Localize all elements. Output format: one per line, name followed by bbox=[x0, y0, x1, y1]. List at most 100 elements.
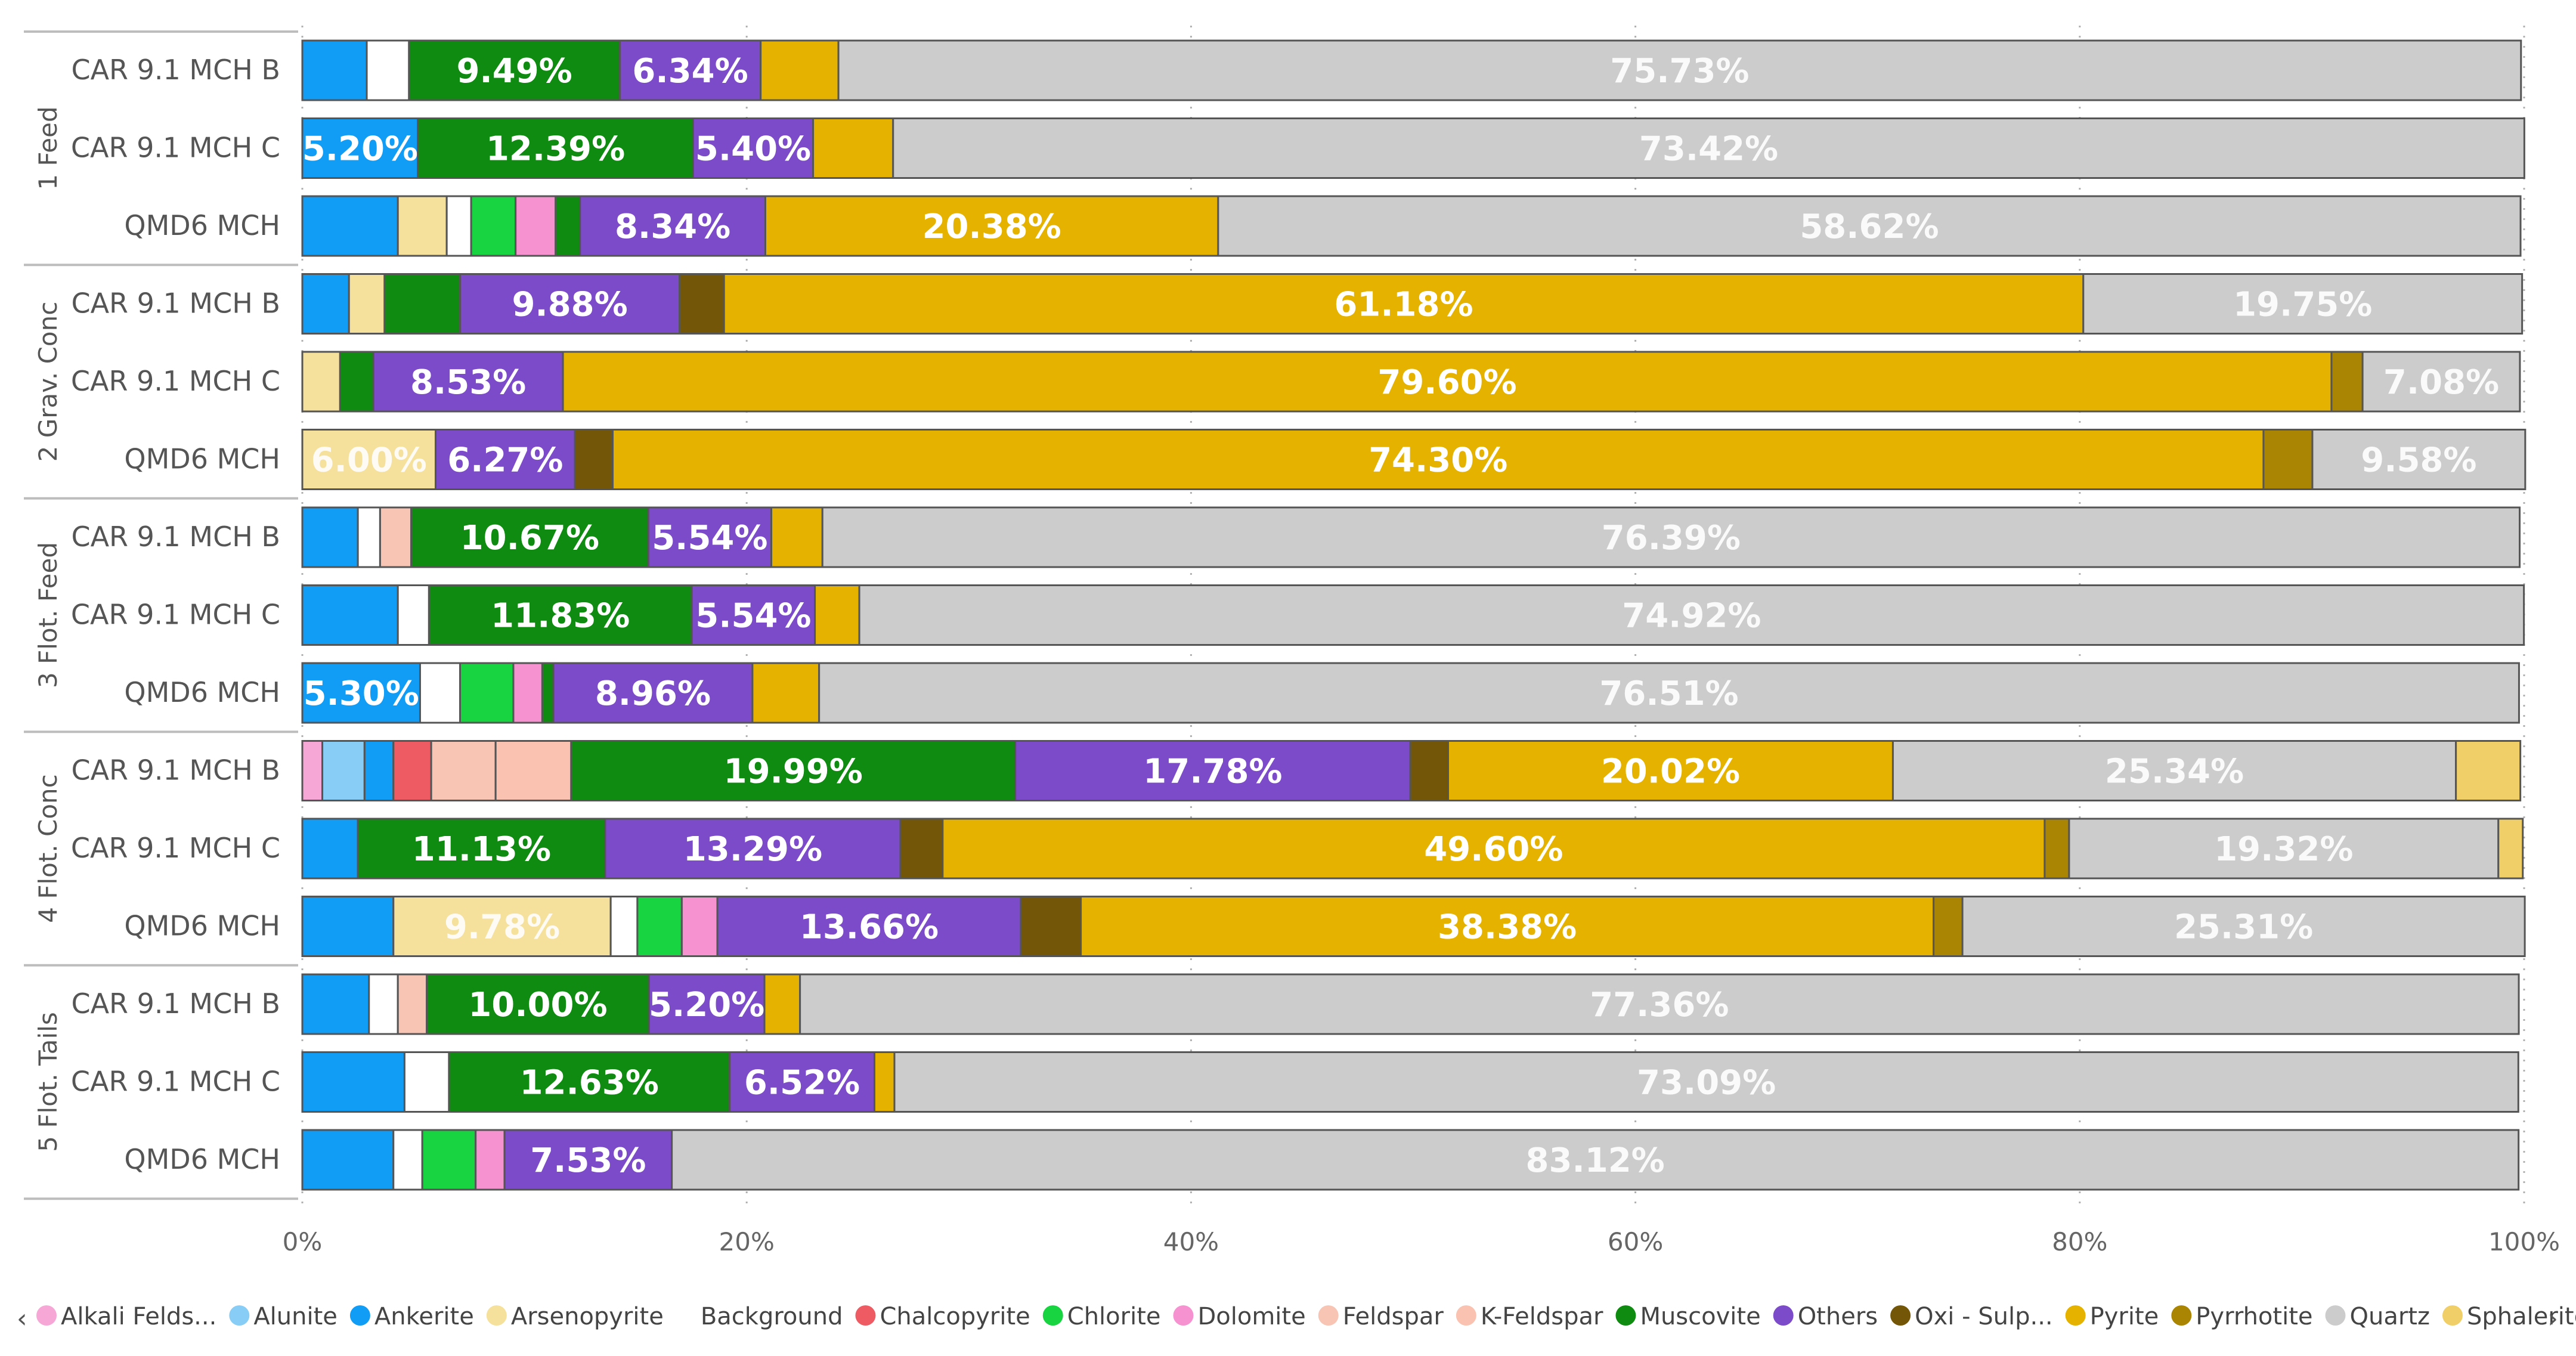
legend-label: Pyrrhotite bbox=[2196, 1303, 2312, 1330]
data-label: 12.63% bbox=[520, 1064, 659, 1103]
row-label: CAR 9.1 MCH C bbox=[71, 132, 280, 164]
bar-segment bbox=[723, 273, 2085, 335]
bar-segment bbox=[392, 896, 612, 957]
bar-segment bbox=[2311, 429, 2527, 490]
data-label: 19.99% bbox=[724, 753, 863, 791]
row-label: QMD6 MCH bbox=[124, 910, 280, 942]
bar-segment bbox=[301, 584, 399, 646]
data-label: 6.34% bbox=[632, 52, 748, 91]
bar-segment bbox=[421, 1129, 477, 1191]
bar-segment bbox=[2082, 273, 2524, 335]
data-label: 5.54% bbox=[695, 597, 811, 636]
legend-marker bbox=[349, 1305, 370, 1326]
bar-segment bbox=[837, 39, 2522, 101]
bar-segment bbox=[609, 896, 639, 957]
data-label: 9.58% bbox=[2361, 441, 2476, 480]
bar-segment bbox=[301, 896, 395, 957]
data-label: 76.39% bbox=[1602, 519, 1741, 558]
legend-marker bbox=[2325, 1305, 2346, 1326]
legend-label: Feldspar bbox=[1343, 1303, 1444, 1330]
bar-segment bbox=[892, 117, 2525, 179]
data-label: 75.73% bbox=[1610, 52, 1749, 91]
x-tick-label: 80% bbox=[2052, 1227, 2107, 1256]
data-label: 9.88% bbox=[512, 286, 627, 324]
data-label: 25.34% bbox=[2105, 753, 2244, 791]
bar-segment bbox=[348, 273, 386, 335]
legend-label: Quartz bbox=[2350, 1303, 2430, 1330]
bar-segment bbox=[397, 973, 428, 1035]
legend-scroll-right-icon: › bbox=[2547, 1304, 2558, 1334]
data-label: 74.92% bbox=[1622, 597, 1761, 636]
row-label: CAR 9.1 MCH B bbox=[71, 987, 280, 1020]
bar-segment bbox=[799, 973, 2520, 1035]
row-label: QMD6 MCH bbox=[124, 676, 280, 708]
bar-segment bbox=[562, 351, 2333, 413]
legend-label: Dolomite bbox=[1197, 1303, 1305, 1330]
bar-segment bbox=[430, 740, 497, 801]
bar-segment bbox=[691, 584, 816, 646]
legend-label: Oxi - Sulp... bbox=[1915, 1303, 2053, 1330]
bar-segment bbox=[2330, 351, 2364, 413]
legend-marker bbox=[36, 1305, 57, 1326]
data-label: 73.09% bbox=[1637, 1064, 1776, 1103]
bar-segment bbox=[392, 740, 432, 801]
data-label: 6.27% bbox=[447, 441, 563, 480]
bar-segment bbox=[379, 506, 413, 568]
bar-segment bbox=[1080, 896, 1935, 957]
bar-segment bbox=[301, 662, 421, 724]
bar-segment bbox=[301, 973, 370, 1035]
bar-segment bbox=[1217, 195, 2522, 257]
bar-segment bbox=[435, 429, 576, 490]
data-label: 19.32% bbox=[2214, 830, 2353, 869]
data-label: 7.53% bbox=[530, 1141, 646, 1180]
bar-segment bbox=[636, 896, 683, 957]
data-label: 6.00% bbox=[311, 441, 427, 480]
group-label: 2 Grav. Conc bbox=[33, 302, 63, 462]
x-tick-label: 20% bbox=[719, 1227, 775, 1256]
legend-marker bbox=[1173, 1305, 1194, 1326]
data-label: 17.78% bbox=[1143, 753, 1282, 791]
bar-segment bbox=[392, 1129, 423, 1191]
bar-segment bbox=[812, 117, 894, 179]
data-label: 11.83% bbox=[491, 597, 630, 636]
legend-label: Sphalerite bbox=[2467, 1303, 2576, 1330]
data-label: 12.39% bbox=[486, 130, 625, 169]
bar-segment bbox=[301, 195, 399, 257]
data-label: 10.00% bbox=[468, 986, 607, 1024]
bar-segment bbox=[459, 273, 681, 335]
bar-segment bbox=[648, 973, 766, 1035]
bar-segment bbox=[2262, 429, 2314, 490]
data-label: 61.18% bbox=[1334, 286, 1473, 324]
row-label: CAR 9.1 MCH B bbox=[71, 54, 280, 86]
bar-segment bbox=[366, 39, 410, 101]
bar-segment bbox=[448, 1051, 731, 1113]
legend-label: Others bbox=[1798, 1303, 1878, 1330]
data-label: 38.38% bbox=[1438, 908, 1577, 947]
bar-segment bbox=[445, 195, 472, 257]
bar-segment bbox=[612, 429, 2265, 490]
bar-segment bbox=[357, 506, 381, 568]
data-label: 10.67% bbox=[460, 519, 599, 558]
bar-segment bbox=[428, 584, 693, 646]
bar-segment bbox=[321, 740, 366, 801]
bar-segment bbox=[339, 351, 374, 413]
data-label: 13.66% bbox=[800, 908, 939, 947]
group-label: 5 Flot. Tails bbox=[33, 1012, 63, 1151]
bar-segment bbox=[604, 818, 902, 880]
bar-segment bbox=[692, 117, 815, 179]
row-label: CAR 9.1 MCH C bbox=[71, 365, 280, 397]
legend-marker bbox=[2171, 1305, 2192, 1326]
data-label: 20.02% bbox=[1601, 753, 1740, 791]
bar-segment bbox=[2497, 818, 2524, 880]
bar-segment bbox=[363, 740, 395, 801]
bar-segment bbox=[2068, 818, 2500, 880]
bar-segment bbox=[1961, 896, 2526, 957]
legend-marker bbox=[229, 1305, 250, 1326]
data-label: 20.38% bbox=[922, 208, 1061, 246]
row-label: QMD6 MCH bbox=[124, 443, 280, 475]
data-label: 83.12% bbox=[1526, 1141, 1665, 1180]
bar-segment bbox=[383, 273, 462, 335]
data-label: 8.53% bbox=[410, 363, 526, 402]
bar-segment bbox=[459, 662, 515, 724]
